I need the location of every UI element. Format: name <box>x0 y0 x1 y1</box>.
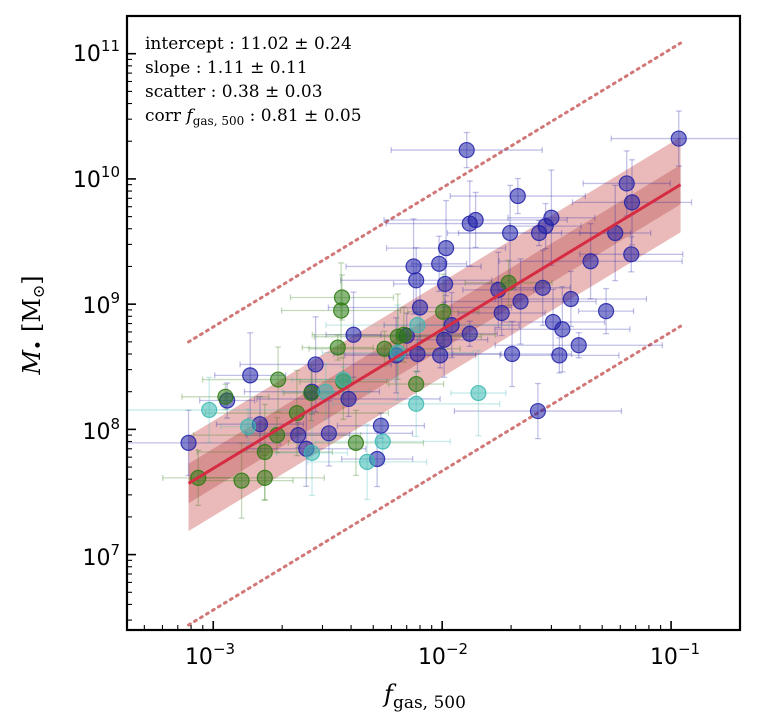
blue-point <box>534 279 551 296</box>
blue-point <box>618 175 635 192</box>
blue-point <box>582 253 599 270</box>
annotation-scatter: scatter : 0.38 ± 0.03 <box>145 82 323 102</box>
blue-point <box>670 130 687 147</box>
x-axis-label: fgas, 500 <box>382 680 466 713</box>
green-point <box>233 472 250 489</box>
blue-point <box>461 325 478 342</box>
cyan-point <box>359 453 376 470</box>
blue-point <box>411 299 429 316</box>
blue-point <box>570 337 587 354</box>
blue-point <box>501 224 519 242</box>
blue-point <box>409 345 426 363</box>
blue-point <box>242 367 259 384</box>
dotted-upper-line <box>187 41 683 344</box>
data-points <box>180 130 687 489</box>
blue-point <box>597 303 615 320</box>
y-tick-label-7: 107 <box>82 541 120 571</box>
green-point <box>347 434 365 451</box>
green-point <box>256 469 273 486</box>
y-tick-label-11: 1011 <box>73 37 120 67</box>
dotted-lower-line <box>187 324 683 627</box>
blue-point <box>180 434 197 451</box>
y-axis-label: M•[M⊙] <box>18 275 49 375</box>
y-tick-label-8: 108 <box>82 415 120 445</box>
blue-point <box>543 209 560 226</box>
annotation-slope: slope : 1.11 ± 0.11 <box>145 58 308 78</box>
blue-point <box>467 211 484 229</box>
green-point <box>329 339 346 356</box>
blue-point <box>458 141 475 159</box>
blue-point <box>372 417 390 434</box>
green-point <box>256 443 273 461</box>
blue-point <box>437 240 455 257</box>
green-point <box>217 388 234 405</box>
y-tick-label-9: 109 <box>82 289 120 319</box>
blue-point <box>623 246 640 263</box>
green-point <box>376 340 393 357</box>
cyan-point <box>240 418 257 435</box>
cyan-point <box>409 317 426 334</box>
blue-point <box>340 390 357 408</box>
blue-point <box>432 347 449 364</box>
x-tick-label-m2: 10−2 <box>418 640 468 670</box>
green-point <box>333 302 350 319</box>
axis-ticks <box>127 15 741 630</box>
cyan-point <box>470 384 487 402</box>
blue-point <box>405 258 422 275</box>
blue-point <box>551 347 568 364</box>
blue-point <box>408 272 425 289</box>
blue-point <box>493 304 510 322</box>
blue-point <box>290 427 307 444</box>
annotation-intercept: intercept : 11.02 ± 0.24 <box>145 34 352 54</box>
annotation-corr: corr fgas, 500 : 0.81 ± 0.05 <box>145 106 362 128</box>
y-tick-label-10: 1010 <box>73 163 120 193</box>
blue-point <box>503 345 521 363</box>
blue-point <box>554 321 571 338</box>
x-tick-label-m1: 10−1 <box>650 640 700 670</box>
cyan-point <box>408 395 425 412</box>
blue-point <box>320 425 337 442</box>
x-tick-label-m3: 10−3 <box>185 640 235 670</box>
blue-point <box>345 326 362 343</box>
cyan-point <box>201 401 218 419</box>
green-point <box>395 326 412 343</box>
blue-point <box>562 290 579 308</box>
cyan-point <box>374 433 391 450</box>
green-point <box>303 384 320 402</box>
blue-point <box>512 293 529 310</box>
blue-point <box>436 331 453 348</box>
plot-area <box>127 41 740 627</box>
blue-point <box>509 187 526 205</box>
cyan-point <box>335 371 352 388</box>
blue-point <box>529 402 547 420</box>
blue-point <box>307 356 324 373</box>
cyan-point <box>303 444 321 461</box>
fit-line <box>187 183 682 485</box>
green-point <box>408 375 425 393</box>
blue-point <box>437 275 454 293</box>
green-point <box>435 303 452 320</box>
blue-point <box>431 255 448 272</box>
green-point <box>269 371 287 388</box>
blue-point <box>623 194 641 211</box>
